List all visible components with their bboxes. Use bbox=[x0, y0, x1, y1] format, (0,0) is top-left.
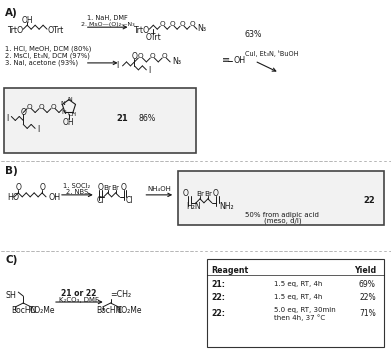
Text: CO₂Me: CO₂Me bbox=[116, 307, 142, 315]
Text: 50% from adipic acid: 50% from adipic acid bbox=[245, 212, 319, 218]
FancyBboxPatch shape bbox=[4, 88, 196, 153]
Text: O: O bbox=[20, 108, 26, 117]
Text: N₃: N₃ bbox=[197, 24, 206, 33]
Text: 86%: 86% bbox=[138, 114, 156, 123]
Text: 22:: 22: bbox=[211, 309, 225, 318]
Text: 1. SOCl₂: 1. SOCl₂ bbox=[63, 183, 91, 189]
Text: I: I bbox=[37, 125, 39, 134]
Text: 2. MsCl, Et₃N, DCM (97%): 2. MsCl, Et₃N, DCM (97%) bbox=[5, 53, 90, 59]
Text: 22:: 22: bbox=[211, 293, 225, 302]
Text: NH₂: NH₂ bbox=[219, 202, 234, 211]
Text: O: O bbox=[179, 21, 185, 27]
Text: Cl: Cl bbox=[125, 196, 133, 205]
Text: O: O bbox=[182, 189, 188, 198]
Text: CO₂Me: CO₂Me bbox=[29, 307, 55, 315]
Text: CH: CH bbox=[67, 112, 76, 117]
Text: NH₄OH: NH₄OH bbox=[147, 186, 171, 192]
Text: O: O bbox=[169, 21, 175, 27]
Text: 1. NaH, DMF: 1. NaH, DMF bbox=[87, 15, 128, 21]
Text: 2. NBS: 2. NBS bbox=[66, 189, 88, 195]
Text: 69%: 69% bbox=[359, 280, 376, 289]
Text: Br: Br bbox=[112, 185, 120, 191]
Text: 63%: 63% bbox=[245, 30, 262, 39]
Text: N: N bbox=[62, 110, 66, 115]
Text: O: O bbox=[160, 21, 165, 27]
Text: O: O bbox=[15, 183, 21, 193]
Text: BocHN: BocHN bbox=[11, 307, 37, 315]
Text: OH: OH bbox=[48, 193, 60, 202]
Text: H₂N: H₂N bbox=[186, 202, 201, 211]
Text: TrtO: TrtO bbox=[133, 26, 150, 35]
Text: O: O bbox=[50, 104, 56, 110]
Text: OTrt: OTrt bbox=[145, 33, 161, 42]
Text: 5.0 eq, RT, 30min: 5.0 eq, RT, 30min bbox=[274, 307, 336, 313]
Text: O: O bbox=[98, 183, 103, 193]
Text: I: I bbox=[6, 114, 9, 123]
Text: Br: Br bbox=[103, 185, 112, 191]
Text: N: N bbox=[60, 101, 65, 106]
Text: 2. MsO—(O)₂—N₃: 2. MsO—(O)₂—N₃ bbox=[81, 22, 134, 27]
Text: 21 or 22: 21 or 22 bbox=[61, 289, 96, 298]
Text: OH: OH bbox=[234, 56, 246, 66]
Text: (meso, d/l): (meso, d/l) bbox=[263, 218, 301, 224]
Text: 21:: 21: bbox=[211, 280, 225, 289]
Bar bbox=[178, 171, 384, 225]
Text: O: O bbox=[189, 21, 195, 27]
Text: O: O bbox=[162, 53, 167, 59]
Text: N: N bbox=[67, 97, 72, 102]
Bar bbox=[207, 260, 384, 347]
Text: O: O bbox=[38, 104, 44, 110]
Text: ≡: ≡ bbox=[222, 55, 230, 65]
Text: then 4h, 37 °C: then 4h, 37 °C bbox=[274, 315, 326, 321]
Text: 22: 22 bbox=[364, 196, 376, 205]
Text: 21: 21 bbox=[116, 114, 128, 123]
Text: TrtO: TrtO bbox=[7, 26, 24, 35]
Text: I: I bbox=[148, 66, 151, 75]
Text: OH: OH bbox=[22, 16, 33, 25]
Text: O: O bbox=[39, 183, 45, 193]
Text: 1.5 eq, RT, 4h: 1.5 eq, RT, 4h bbox=[274, 294, 323, 300]
Text: C): C) bbox=[5, 255, 18, 265]
Text: N₃: N₃ bbox=[172, 57, 181, 67]
Text: OH: OH bbox=[63, 118, 75, 127]
Text: O: O bbox=[213, 189, 219, 198]
Text: A): A) bbox=[5, 8, 18, 19]
Text: Br: Br bbox=[196, 191, 204, 197]
Text: =CH₂: =CH₂ bbox=[111, 289, 132, 299]
Text: 71%: 71% bbox=[359, 309, 376, 318]
Text: BocHN: BocHN bbox=[97, 307, 122, 315]
Text: I: I bbox=[116, 61, 118, 70]
Text: O: O bbox=[26, 104, 32, 110]
Text: Br: Br bbox=[204, 191, 212, 197]
Text: 1.5 eq, RT, 4h: 1.5 eq, RT, 4h bbox=[274, 281, 323, 287]
Text: K₂CO₃, DMF: K₂CO₃, DMF bbox=[59, 297, 99, 303]
Text: HO: HO bbox=[7, 193, 20, 202]
Text: O: O bbox=[138, 53, 143, 59]
Text: O: O bbox=[131, 52, 137, 62]
Text: Yield: Yield bbox=[354, 266, 376, 275]
Text: 1. HCl, MeOH, DCM (80%): 1. HCl, MeOH, DCM (80%) bbox=[5, 46, 92, 52]
Text: SH: SH bbox=[5, 290, 16, 300]
Text: 3. NaI, acetone (93%): 3. NaI, acetone (93%) bbox=[5, 60, 78, 66]
Text: 22%: 22% bbox=[359, 293, 376, 302]
Text: B): B) bbox=[5, 166, 18, 176]
Text: OTrt: OTrt bbox=[47, 26, 64, 35]
Text: Cl: Cl bbox=[97, 196, 104, 205]
Text: Reagent: Reagent bbox=[211, 266, 248, 275]
Text: O: O bbox=[149, 53, 155, 59]
Text: CuI, Et₃N, ᵗBuOH: CuI, Et₃N, ᵗBuOH bbox=[245, 51, 298, 57]
Text: O: O bbox=[121, 183, 127, 193]
